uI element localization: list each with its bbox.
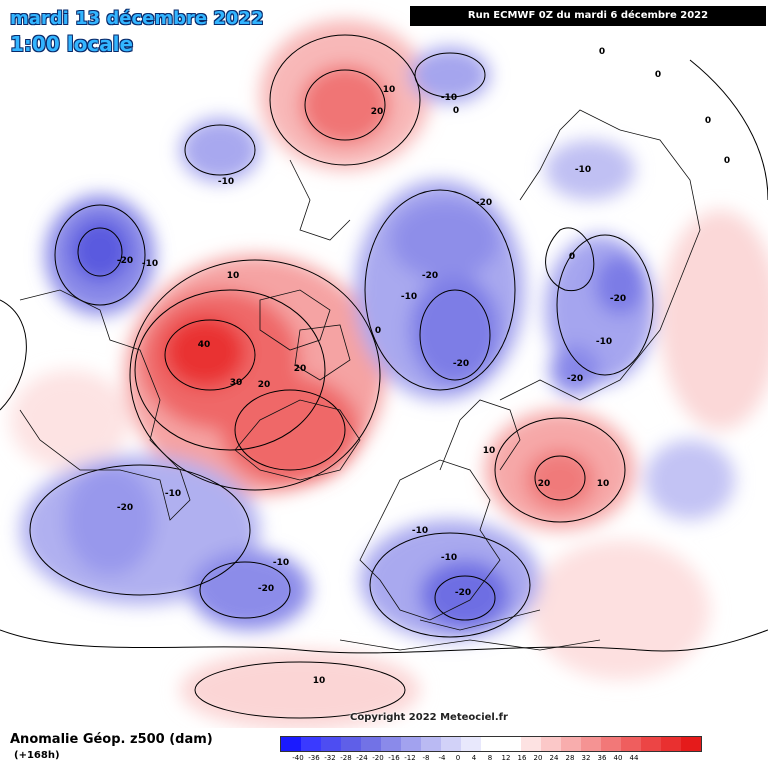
label-negative: -10 xyxy=(575,165,591,175)
label-negative: -10 xyxy=(273,558,289,568)
scale-swatch xyxy=(401,737,421,751)
label-negative: -10 xyxy=(401,292,417,302)
color-scale-labels: -40 -36 -32 -28 -24 -20 -16 -12 -8 -4 0 4 8 12 16 20 24 2… xyxy=(280,754,638,766)
copyright: Copyright 2022 Meteociel.fr xyxy=(350,712,508,723)
scale-swatch xyxy=(381,737,401,751)
label-negative: -20 xyxy=(117,256,133,266)
scale-swatch xyxy=(501,737,521,751)
scale-swatch xyxy=(481,737,501,751)
scale-label: 4 xyxy=(471,754,477,762)
scale-label: 8 xyxy=(487,754,493,762)
scale-label: -4 xyxy=(438,754,446,762)
label-zero: 0 xyxy=(724,156,730,166)
label-zero: 0 xyxy=(705,116,711,126)
scale-swatch xyxy=(621,737,641,751)
label-positive: 20 xyxy=(538,479,551,489)
label-negative: -20 xyxy=(422,271,438,281)
label-negative: -20 xyxy=(610,294,626,304)
scale-label: -12 xyxy=(404,754,416,762)
label-negative: -20 xyxy=(453,359,469,369)
scale-label: 44 xyxy=(629,754,639,762)
scale-swatch xyxy=(461,737,481,751)
scale-swatch xyxy=(641,737,661,751)
scale-label: -16 xyxy=(388,754,400,762)
scale-swatch xyxy=(581,737,601,751)
label-positive: 10 xyxy=(313,676,326,686)
forecast-step: (+168h) xyxy=(14,750,60,761)
scale-swatch xyxy=(661,737,681,751)
anomaly-fields xyxy=(10,20,768,730)
label-negative: -20 xyxy=(117,503,133,513)
scale-label: -8 xyxy=(422,754,430,762)
label-zero: 0 xyxy=(569,252,575,262)
scale-label: -20 xyxy=(372,754,384,762)
scale-swatch xyxy=(601,737,621,751)
coastlines xyxy=(19,109,701,651)
scale-label: -32 xyxy=(324,754,336,762)
scale-label: 0 xyxy=(455,754,461,762)
map-title: Anomalie Géop. z500 (dam) xyxy=(10,732,213,747)
label-negative: -10 xyxy=(596,337,612,347)
scale-label: 12 xyxy=(501,754,511,762)
label-positive: 10 xyxy=(597,479,610,489)
scale-swatch xyxy=(521,737,541,751)
contour-labels: 40 30 20 20 10 20 10 20 10 10 10 -10 -20… xyxy=(117,47,730,686)
scale-swatch xyxy=(341,737,361,751)
label-negative: -10 xyxy=(412,526,428,536)
forecast-date: mardi 13 décembre 2022 xyxy=(10,8,264,29)
label-negative: -10 xyxy=(142,259,158,269)
label-positive: 40 xyxy=(198,340,211,350)
label-positive: 10 xyxy=(227,271,240,281)
scale-label: -40 xyxy=(292,754,304,762)
scale-label: 16 xyxy=(517,754,527,762)
label-zero: 0 xyxy=(453,106,459,116)
label-zero: 0 xyxy=(375,326,381,336)
label-positive: 30 xyxy=(230,378,243,388)
scale-label: 32 xyxy=(581,754,591,762)
label-negative: -20 xyxy=(258,584,274,594)
scale-label: -28 xyxy=(340,754,352,762)
scale-swatch xyxy=(541,737,561,751)
label-negative: -20 xyxy=(567,374,583,384)
scale-swatch xyxy=(281,737,301,751)
scale-label: 36 xyxy=(597,754,607,762)
scale-label: 24 xyxy=(549,754,559,762)
color-scale xyxy=(280,736,702,752)
scale-swatch xyxy=(421,737,441,751)
scale-label: 40 xyxy=(613,754,623,762)
scale-label: -36 xyxy=(308,754,320,762)
label-negative: -20 xyxy=(476,198,492,208)
scale-swatch xyxy=(301,737,321,751)
label-zero: 0 xyxy=(599,47,605,57)
label-positive: 10 xyxy=(383,85,396,95)
scale-label: 28 xyxy=(565,754,575,762)
run-info: Run ECMWF 0Z du mardi 6 décembre 2022 xyxy=(410,6,766,26)
label-positive: 20 xyxy=(258,380,271,390)
label-negative: -10 xyxy=(165,489,181,499)
scale-swatch xyxy=(321,737,341,751)
scale-swatch xyxy=(361,737,381,751)
scale-swatch xyxy=(681,737,701,751)
label-negative: -10 xyxy=(441,93,457,103)
contour-lines xyxy=(0,34,768,719)
label-negative: -10 xyxy=(441,553,457,563)
label-positive: 20 xyxy=(371,107,384,117)
label-positive: 10 xyxy=(483,446,496,456)
scale-swatch xyxy=(561,737,581,751)
forecast-time: 1:00 locale xyxy=(10,32,134,56)
scale-swatch xyxy=(441,737,461,751)
scale-label: 20 xyxy=(533,754,543,762)
scale-label: -24 xyxy=(356,754,368,762)
label-positive: 20 xyxy=(294,364,307,374)
label-negative: -10 xyxy=(218,177,234,187)
label-zero: 0 xyxy=(655,70,661,80)
label-negative: -20 xyxy=(455,588,471,598)
